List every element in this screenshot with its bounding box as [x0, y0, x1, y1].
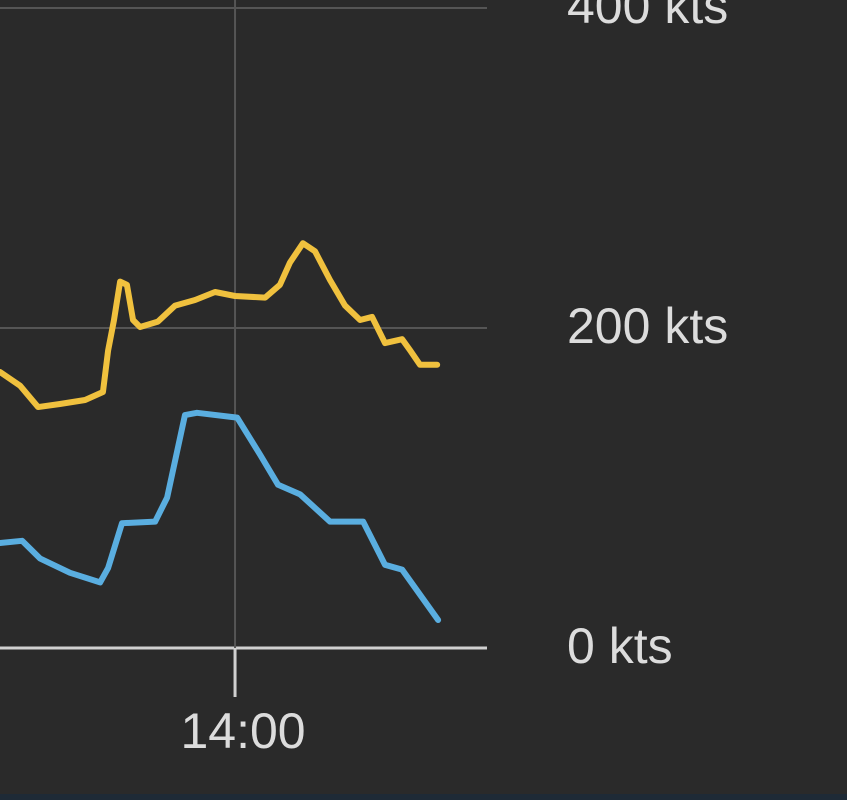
series-line [0, 240, 441, 411]
series-line [0, 409, 442, 623]
y-tick-label: 400 kts [567, 0, 728, 34]
x-tick-label: 14:00 [180, 703, 305, 759]
bottom-strip [0, 794, 847, 800]
y-tick-label: 200 kts [567, 298, 728, 354]
y-tick-label: 0 kts [567, 618, 673, 674]
